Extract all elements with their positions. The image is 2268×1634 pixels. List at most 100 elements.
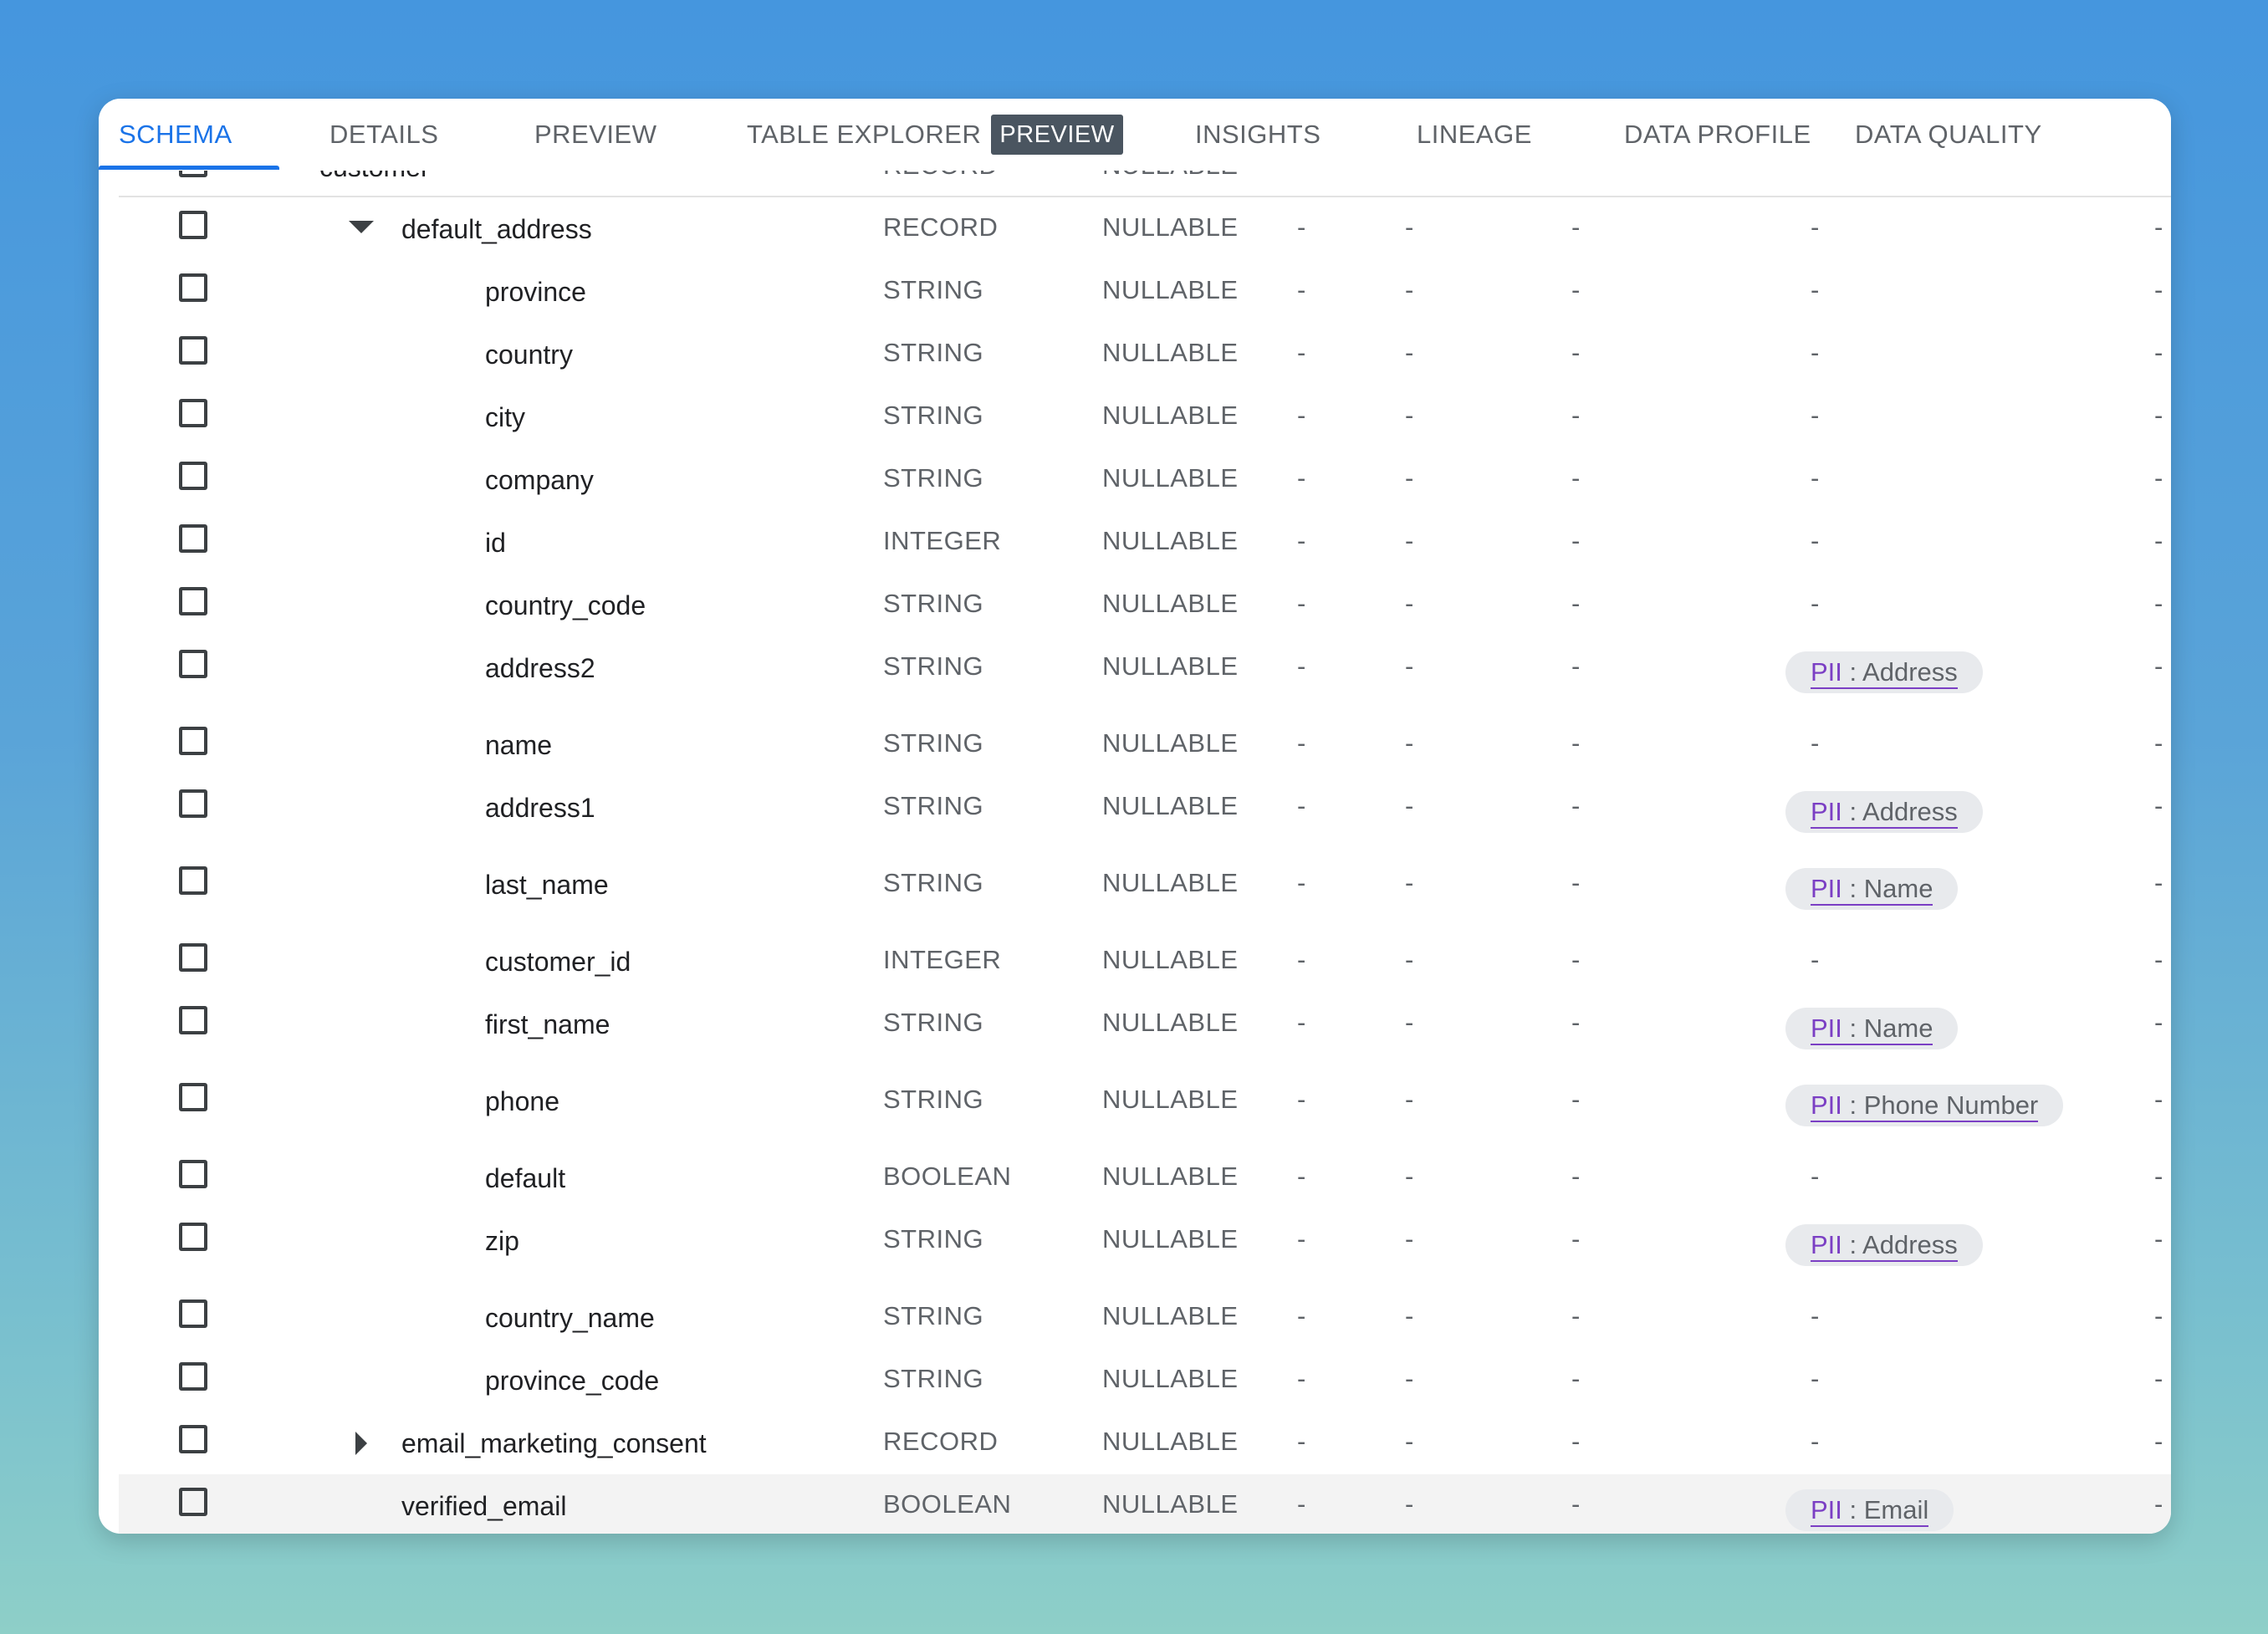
empty-value: -: [1297, 463, 1306, 493]
policy-tag-chip[interactable]: PII : Email: [1785, 1489, 1954, 1531]
policy-tag-chip[interactable]: PII : Phone Number: [1785, 1085, 2064, 1126]
tab-label: INSIGHTS: [1195, 120, 1321, 149]
empty-value: -: [2154, 275, 2163, 304]
policy-tag-chip[interactable]: PII : Address: [1785, 791, 1983, 833]
policy-tag-chip[interactable]: PII : Address: [1785, 651, 1983, 693]
field-type: RECORD: [883, 212, 999, 242]
policy-tag-chip[interactable]: PII : Name: [1785, 1008, 1959, 1049]
tab-label: LINEAGE: [1417, 120, 1532, 149]
table-row[interactable]: province STRING NULLABLE - - - - -: [119, 260, 2171, 324]
table-row[interactable]: email_marketing_consent RECORD NULLABLE - - -…: [119, 1412, 2171, 1476]
tab-preview[interactable]: PREVIEW: [534, 99, 656, 171]
empty-value: -: [2154, 1008, 2163, 1037]
row-checkbox[interactable]: [179, 211, 207, 239]
row-checkbox[interactable]: [179, 1006, 207, 1034]
empty-value: -: [1811, 1364, 1820, 1393]
field-type: INTEGER: [883, 526, 1002, 555]
field-name: default: [485, 1163, 566, 1193]
table-row[interactable]: first_name STRING NULLABLE - - - PII : Name -: [119, 993, 2171, 1071]
field-mode: NULLABLE: [1102, 1489, 1239, 1519]
row-checkbox[interactable]: [179, 1083, 207, 1111]
tab-data-profile[interactable]: DATA PROFILE: [1624, 99, 1811, 171]
tab-schema[interactable]: SCHEMA: [119, 99, 232, 171]
field-name: city: [485, 402, 525, 432]
tab-details[interactable]: DETAILS: [329, 99, 438, 171]
row-checkbox[interactable]: [179, 524, 207, 553]
field-type: STRING: [883, 463, 984, 493]
tab-lineage[interactable]: LINEAGE: [1417, 99, 1532, 171]
table-row[interactable]: id INTEGER NULLABLE - - - - -: [119, 511, 2171, 575]
row-checkbox[interactable]: [179, 650, 207, 678]
table-row[interactable]: country_name STRING NULLABLE - - - - -: [119, 1286, 2171, 1351]
row-checkbox[interactable]: [179, 1160, 207, 1188]
active-tab-indicator: [99, 166, 279, 170]
row-checkbox[interactable]: [179, 1300, 207, 1328]
field-type: STRING: [883, 1085, 984, 1114]
table-row[interactable]: verified_email BOOLEAN NULLABLE - - - PII : Em…: [119, 1474, 2171, 1534]
field-name: email_marketing_consent: [401, 1428, 707, 1458]
empty-value: -: [1405, 651, 1414, 681]
table-row[interactable]: default BOOLEAN NULLABLE - - - - -: [119, 1146, 2171, 1211]
empty-value: -: [1571, 868, 1581, 897]
preview-badge: PREVIEW: [991, 114, 1123, 155]
policy-tag-chip[interactable]: PII : Address: [1785, 1224, 1983, 1266]
row-checkbox[interactable]: [179, 462, 207, 490]
table-row[interactable]: zip STRING NULLABLE - - - PII : Address -: [119, 1209, 2171, 1288]
row-checkbox[interactable]: [179, 1223, 207, 1251]
table-row[interactable]: last_name STRING NULLABLE - - - PII : Name -: [119, 853, 2171, 932]
table-row[interactable]: company STRING NULLABLE - - - - -: [119, 448, 2171, 513]
row-checkbox[interactable]: [179, 399, 207, 427]
empty-value: -: [1405, 212, 1414, 242]
table-row[interactable]: city STRING NULLABLE - - - - -: [119, 386, 2171, 450]
table-row[interactable]: address2 STRING NULLABLE - - - PII : Address -: [119, 636, 2171, 715]
empty-value: -: [1811, 212, 1820, 242]
tab-insights[interactable]: INSIGHTS: [1195, 99, 1320, 171]
tab-data-quality[interactable]: DATA QUALITY: [1855, 99, 2042, 171]
field-type: STRING: [883, 1224, 984, 1254]
row-checkbox[interactable]: [179, 1425, 207, 1453]
empty-value: -: [2154, 1364, 2163, 1393]
empty-value: -: [1405, 463, 1414, 493]
row-checkbox[interactable]: [179, 587, 207, 615]
table-row[interactable]: country STRING NULLABLE - - - - -: [119, 323, 2171, 387]
empty-value: -: [2154, 401, 2163, 430]
tab-table-explorer[interactable]: TABLE EXPLORER PREVIEW: [747, 99, 1123, 171]
empty-value: -: [1297, 1301, 1306, 1330]
row-checkbox[interactable]: [179, 273, 207, 302]
field-mode: NULLABLE: [1102, 1008, 1239, 1037]
policy-tag-value: Email: [1863, 1495, 1929, 1524]
table-row[interactable]: customer_id INTEGER NULLABLE - - - - -: [119, 930, 2171, 994]
table-row[interactable]: country_code STRING NULLABLE - - - - -: [119, 574, 2171, 638]
table-row[interactable]: phone STRING NULLABLE - - - PII : Phone Number…: [119, 1070, 2171, 1148]
caret-down-icon[interactable]: [349, 221, 374, 233]
table-row[interactable]: address1 STRING NULLABLE - - - PII : Address -: [119, 776, 2171, 855]
row-checkbox[interactable]: [179, 336, 207, 365]
empty-value: -: [1811, 401, 1820, 430]
empty-value: -: [2154, 728, 2163, 758]
tab-label: SCHEMA: [119, 120, 232, 149]
empty-value: -: [2154, 463, 2163, 493]
row-checkbox[interactable]: [179, 866, 207, 895]
field-type: STRING: [883, 338, 984, 367]
empty-value: -: [1571, 791, 1581, 820]
empty-value: -: [2154, 1301, 2163, 1330]
row-checkbox[interactable]: [179, 727, 207, 755]
empty-value: -: [2154, 1162, 2163, 1191]
field-name: customer_id: [485, 947, 631, 977]
policy-tag-value: Phone Number: [1863, 1090, 2039, 1120]
table-row[interactable]: name STRING NULLABLE - - - - -: [119, 713, 2171, 778]
row-checkbox[interactable]: [179, 789, 207, 818]
table-row[interactable]: province_code STRING NULLABLE - - - - -: [119, 1349, 2171, 1413]
policy-tag-text: PII : Name: [1811, 1014, 1933, 1045]
table-row[interactable]: default_address RECORD NULLABLE - - - - -: [119, 197, 2171, 262]
row-checkbox[interactable]: [179, 943, 207, 972]
policy-tag-chip[interactable]: PII : Name: [1785, 868, 1959, 910]
empty-value: -: [1811, 1162, 1820, 1191]
policy-tag-prefix: PII: [1811, 797, 1842, 826]
caret-right-icon[interactable]: [355, 1432, 367, 1455]
field-mode: NULLABLE: [1102, 1162, 1239, 1191]
row-checkbox[interactable]: [179, 1488, 207, 1516]
empty-value: -: [1571, 1085, 1581, 1114]
field-mode: NULLABLE: [1102, 338, 1239, 367]
row-checkbox[interactable]: [179, 1362, 207, 1391]
